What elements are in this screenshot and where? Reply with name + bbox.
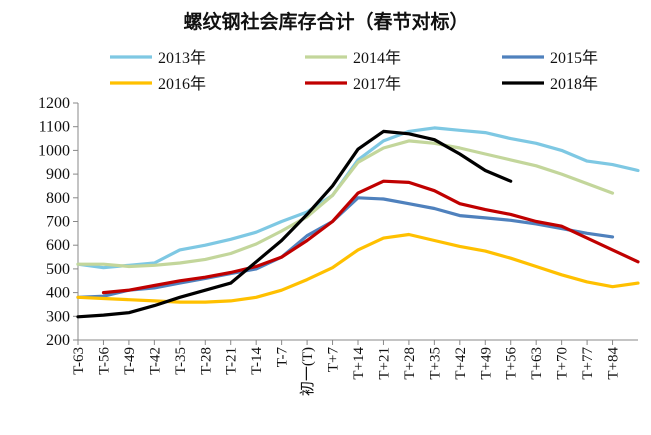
x-tick-label: T+49	[478, 347, 494, 380]
y-tick-label: 900	[46, 166, 70, 183]
legend-label: 2014年	[353, 49, 401, 67]
y-tick-label: 600	[46, 237, 70, 254]
x-tick-label: T-14	[249, 347, 265, 375]
x-tick-label: T-7	[275, 347, 291, 368]
x-tick-label: T-56	[96, 347, 112, 375]
x-tick-label: T-35	[173, 347, 189, 375]
y-tick-label: 700	[46, 214, 70, 231]
plot-series	[76, 126, 640, 319]
x-tick-label: T+84	[606, 347, 622, 380]
series-line-2018年	[76, 129, 513, 319]
x-axis: T-63 T-56 T-49 T-42 T-35 T-28 T-21 T-14 T-7 初一(T)…	[71, 339, 638, 396]
x-tick-label: T+35	[427, 347, 443, 380]
x-tick-label: T+77	[580, 347, 596, 380]
series-line-2017年	[101, 179, 640, 295]
y-tick-label: 1100	[39, 119, 70, 136]
x-tick-label: T+56	[504, 347, 520, 380]
legend-label: 2017年	[353, 75, 401, 93]
y-tick-label: 200	[46, 332, 70, 349]
legend-label: 2018年	[550, 75, 598, 93]
x-tick-label: T-49	[122, 347, 138, 375]
x-tick-label: T+14	[351, 347, 367, 380]
x-tick-label: T-63	[71, 347, 87, 375]
x-tick-label: T+63	[529, 347, 545, 380]
legend: 2013年 2014年 2015年 2016年 2017年 2018年	[110, 49, 598, 93]
legend-label: 2013年	[158, 49, 206, 67]
y-tick-label: 1200	[38, 95, 70, 112]
x-tick-label: T+70	[555, 347, 571, 380]
y-tick-label: 400	[46, 285, 70, 302]
y-axis: 200 300 400 500 600 700 800 900 1000 1100 1200	[38, 95, 79, 349]
x-tick-label: 初一(T)	[299, 347, 316, 396]
chart-title: 螺纹钢社会库存合计（春节对标）	[183, 10, 468, 33]
x-tick-label: T+21	[376, 347, 392, 380]
x-tick-label: T+7	[326, 347, 342, 373]
y-tick-label: 300	[46, 308, 70, 325]
x-tick-label: T+28	[402, 347, 418, 380]
y-tick-label: 800	[46, 190, 70, 207]
x-tick-label: T-42	[147, 347, 163, 375]
y-tick-label: 1000	[38, 142, 70, 159]
x-tick-label: T-21	[224, 347, 240, 375]
y-tick-label: 500	[46, 261, 70, 278]
legend-label: 2015年	[550, 49, 598, 67]
series-line-2013年	[76, 126, 640, 270]
x-tick-label: T-28	[198, 347, 214, 375]
series-line-2014年	[76, 139, 615, 269]
x-tick-label: T+42	[453, 347, 469, 380]
series-line-2016年	[76, 232, 640, 304]
series-line-2015年	[76, 196, 615, 299]
legend-label: 2016年	[158, 75, 206, 93]
